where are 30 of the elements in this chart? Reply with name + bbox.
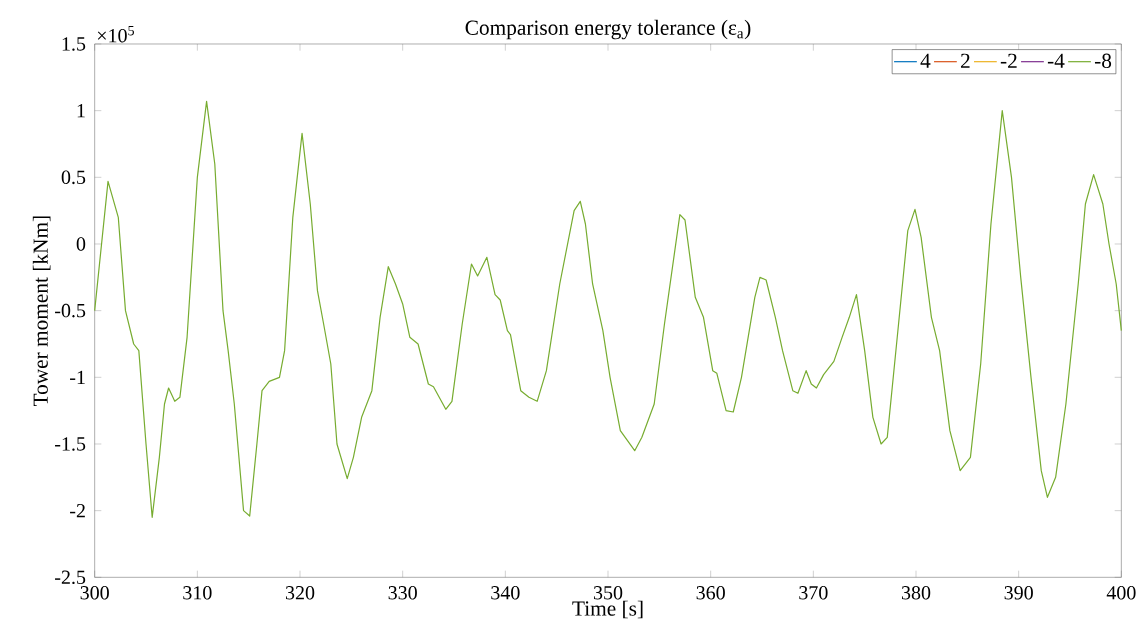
- legend-label: -8: [1094, 53, 1112, 69]
- line-series: [94, 100, 1122, 519]
- legend-label: 2: [961, 53, 970, 68]
- y-axis-title: Tower moment [kNm]: [32, 216, 51, 407]
- x-tick-label: 390: [1004, 586, 1033, 600]
- y-tick-label: -1: [70, 370, 85, 385]
- y-tick-label: -2: [70, 504, 85, 518]
- x-tick-label: 330: [388, 586, 417, 600]
- legend-label: -4: [1047, 53, 1065, 68]
- x-tick-label: 310: [183, 586, 212, 600]
- x-tick-label: 320: [285, 586, 315, 600]
- x-tick-label: 380: [901, 586, 931, 600]
- chart-title: Comparison energy tolerance (ε$_{a}$): [465, 20, 751, 40]
- y-tick-label: 1: [77, 104, 85, 118]
- y-tick-label: -1.5: [55, 437, 86, 451]
- x-tick-label: 340: [491, 586, 520, 600]
- x-tick-label: 370: [799, 586, 828, 600]
- y-tick-label: 1.5: [62, 37, 86, 51]
- y-tick-label: 0: [76, 237, 86, 251]
- x-tick-label: 400: [1106, 586, 1136, 600]
- y-tick-label: 0.5: [61, 170, 86, 185]
- y-tick-label: -2.5: [55, 570, 86, 585]
- x-tick-label: 360: [696, 586, 725, 600]
- text: ×10$^{5}$: [97, 26, 134, 43]
- x-axis-title: Time [s]: [572, 600, 643, 619]
- x-tick-label: 350: [593, 586, 623, 600]
- legend-label: 4: [920, 53, 931, 68]
- y-tick-label: -0.5: [55, 304, 86, 318]
- legend-label: -2: [1000, 53, 1017, 68]
- x-tick-label: 300: [80, 586, 109, 600]
